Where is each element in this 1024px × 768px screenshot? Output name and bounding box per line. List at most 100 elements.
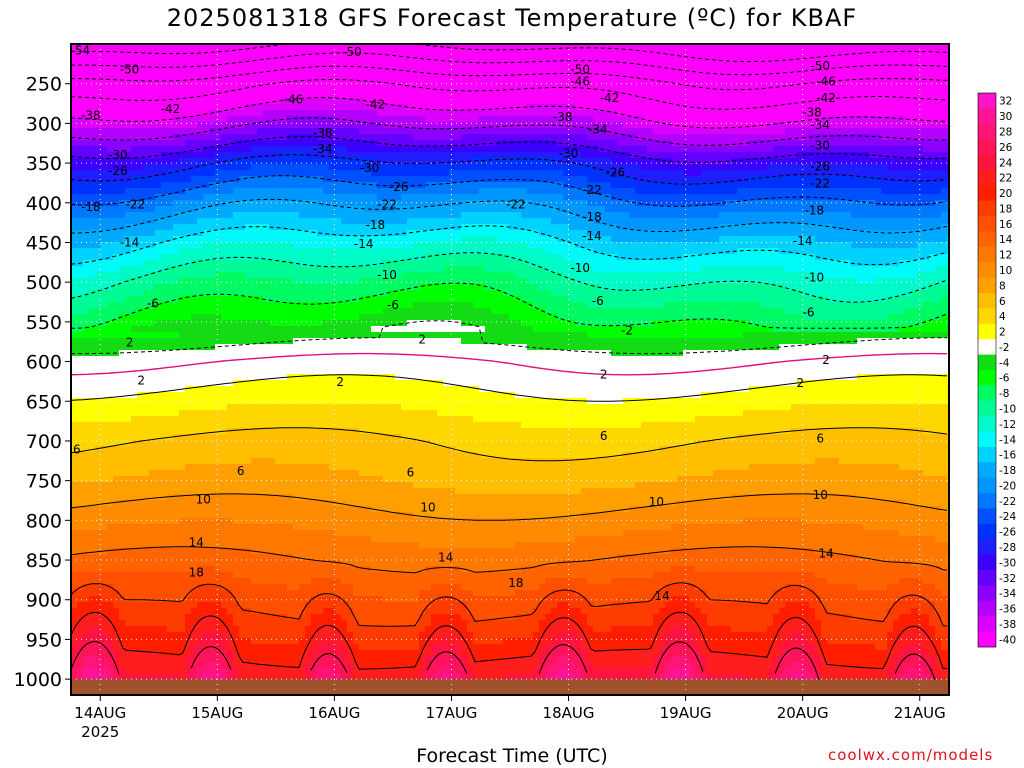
fill-cell — [293, 110, 300, 117]
fill-cell — [209, 668, 216, 675]
fill-cell — [275, 362, 282, 369]
fill-cell — [293, 170, 300, 177]
fill-cell — [233, 386, 240, 393]
fill-cell — [203, 578, 210, 585]
fill-cell — [197, 332, 204, 339]
fill-cell — [173, 326, 180, 333]
fill-cell — [329, 158, 336, 165]
fill-cell — [323, 512, 330, 519]
fill-cell — [107, 56, 114, 63]
fill-cell — [77, 332, 84, 339]
fill-cell — [215, 188, 222, 195]
fill-cell — [287, 620, 294, 627]
fill-cell — [179, 398, 186, 405]
fill-cell — [89, 182, 96, 189]
fill-cell — [119, 458, 126, 465]
fill-cell — [221, 656, 228, 663]
fill-cell — [317, 218, 324, 225]
fill-cell — [323, 242, 330, 249]
fill-cell — [161, 338, 168, 345]
fill-cell — [257, 524, 264, 531]
fill-cell — [221, 236, 228, 243]
fill-cell — [257, 446, 264, 453]
fill-cell — [185, 434, 192, 441]
fill-cell — [341, 68, 348, 75]
fill-cell — [281, 104, 288, 111]
fill-cell — [263, 164, 270, 171]
fill-cell — [203, 440, 210, 447]
fill-cell — [269, 302, 276, 309]
fill-cell — [311, 368, 318, 375]
fill-cell — [71, 272, 78, 279]
fill-cell — [329, 356, 336, 363]
fill-cell — [185, 338, 192, 345]
fill-cell — [275, 104, 282, 111]
fill-cell — [323, 290, 330, 297]
fill-cell — [335, 122, 342, 129]
fill-cell — [269, 92, 276, 99]
fill-cell — [71, 44, 78, 51]
fill-cell — [335, 254, 342, 261]
fill-cell — [317, 158, 324, 165]
fill-cell — [287, 638, 294, 645]
fill-cell — [155, 134, 162, 141]
fill-cell — [269, 266, 276, 273]
fill-cell — [263, 206, 270, 213]
fill-cell — [245, 602, 252, 609]
fill-cell — [179, 542, 186, 549]
fill-cell — [95, 410, 102, 417]
fill-cell — [335, 206, 342, 213]
fill-cell — [143, 356, 150, 363]
fill-cell — [185, 104, 192, 111]
fill-cell — [275, 296, 282, 303]
fill-cell — [83, 290, 90, 297]
fill-cell — [83, 404, 90, 411]
fill-cell — [95, 560, 102, 567]
fill-cell — [119, 338, 126, 345]
fill-cell — [77, 452, 84, 459]
fill-cell — [251, 68, 258, 75]
fill-cell — [263, 242, 270, 249]
fill-cell — [77, 242, 84, 249]
fill-cell — [317, 434, 324, 441]
fill-cell — [155, 584, 162, 591]
fill-cell — [101, 644, 108, 651]
fill-cell — [71, 152, 78, 159]
fill-cell — [83, 554, 90, 561]
fill-cell — [341, 134, 348, 141]
fill-cell — [257, 74, 264, 81]
fill-cell — [341, 308, 348, 315]
fill-cell — [173, 452, 180, 459]
fill-cell — [293, 128, 300, 135]
fill-cell — [95, 536, 102, 543]
fill-cell — [341, 368, 348, 375]
fill-cell — [341, 410, 348, 417]
fill-cell — [227, 68, 234, 75]
fill-cell — [71, 248, 78, 255]
fill-cell — [83, 494, 90, 501]
fill-cell — [161, 386, 168, 393]
fill-cell — [155, 272, 162, 279]
fill-cell — [239, 320, 246, 327]
fill-cell — [215, 266, 222, 273]
fill-cell — [77, 218, 84, 225]
fill-cell — [149, 116, 156, 123]
fill-cell — [299, 380, 306, 387]
fill-cell — [299, 392, 306, 399]
fill-cell — [143, 368, 150, 375]
fill-cell — [329, 374, 336, 381]
fill-cell — [71, 584, 78, 591]
fill-cell — [215, 362, 222, 369]
fill-cell — [215, 530, 222, 537]
fill-cell — [293, 272, 300, 279]
fill-cell — [191, 224, 198, 231]
fill-cell — [131, 500, 138, 507]
fill-cell — [329, 296, 336, 303]
fill-cell — [215, 368, 222, 375]
fill-cell — [83, 188, 90, 195]
fill-cell — [119, 590, 126, 597]
fill-cell — [233, 488, 240, 495]
fill-cell — [329, 434, 336, 441]
fill-cell — [305, 44, 312, 51]
fill-cell — [143, 470, 150, 477]
